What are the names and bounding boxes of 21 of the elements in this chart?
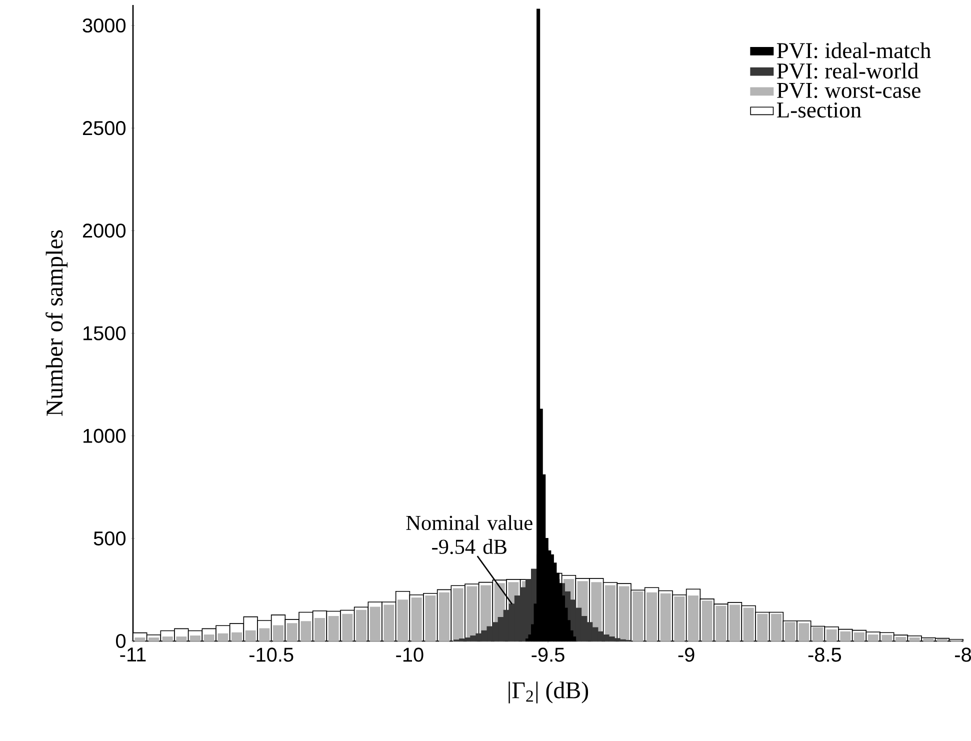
y-tick-label: 1000: [84, 428, 126, 443]
x-tick-label: -8: [955, 648, 971, 662]
y-tick-label: 1500: [84, 326, 126, 340]
x-tick-label: -10.5: [250, 648, 294, 662]
y-tick-label: 2000: [82, 224, 126, 238]
x-tick-label: -8.5: [808, 648, 842, 662]
y-tick-label: 2500: [82, 121, 126, 136]
legend-label: PVI: ideal-match: [776, 42, 931, 58]
x-axis-title: |Γ$_{2}$| (dB): [508, 682, 588, 704]
x-tick-label: -10: [396, 648, 424, 662]
x-tick-label: -11: [120, 648, 146, 662]
legend-label: L-section: [776, 102, 862, 118]
legend-label: PVI: real-world: [776, 62, 918, 79]
y-tick-label: 3000: [82, 18, 126, 33]
annotation: Nominal value -9.54 dB: [406, 515, 532, 554]
y-tick-label: 500: [94, 531, 126, 546]
x-tick-label: -9.5: [532, 648, 564, 662]
y-axis-title: Number of samples: [46, 230, 68, 416]
x-tick-label: -9: [678, 648, 694, 662]
legend-label: PVI: worst-case: [776, 83, 920, 98]
y-tick-label: 0: [116, 634, 126, 648]
